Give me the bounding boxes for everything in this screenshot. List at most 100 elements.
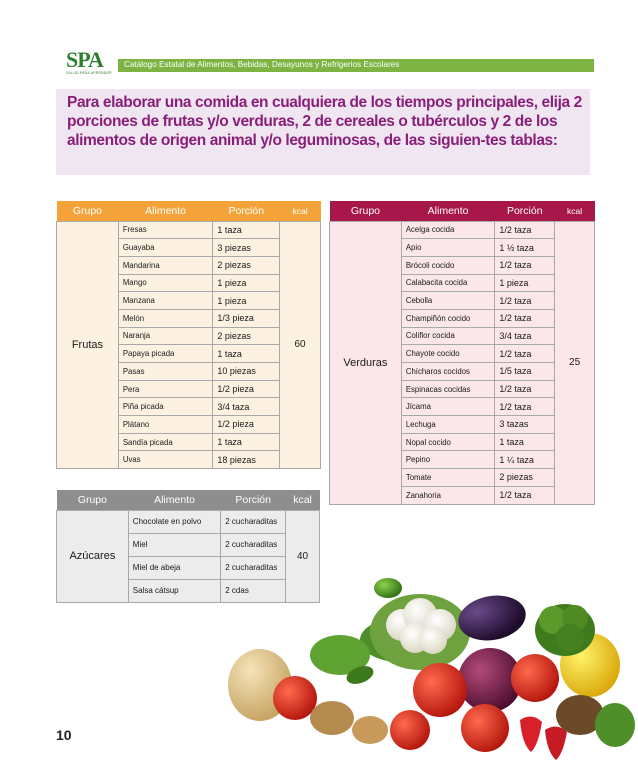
table-row: Sandía picada 1 taza <box>57 432 321 452</box>
portion-cell: 1 taza <box>212 220 281 240</box>
portion-cell: 2 cucharaditas <box>220 509 287 534</box>
table-row: Papaya picada 1 taza <box>57 344 321 363</box>
table-row: Cebolla 1/2 taza <box>330 291 595 310</box>
kcal-cell: 60 <box>279 220 321 470</box>
portion-cell: 3/4 taza <box>494 326 556 346</box>
table-row: Azúcares Chocolate en polvo 2 cucharaditas… <box>56 509 320 603</box>
food-cell: Sandía picada <box>117 432 214 452</box>
table-row: Miel 2 cucharaditas <box>57 532 320 557</box>
food-cell: Fresas <box>117 220 214 240</box>
food-cell: Naranja <box>117 326 214 346</box>
portion-cell: 2 cdas <box>220 578 287 603</box>
header-grupo: Grupo <box>56 490 129 510</box>
page-number: 10 <box>56 727 72 743</box>
vegetables-image <box>228 578 635 760</box>
portion-cell: 3 piezas <box>212 238 281 257</box>
header-kcal: kcal <box>285 490 320 510</box>
portion-cell: 1 pieza <box>212 273 281 293</box>
header-alimento: Alimento <box>118 201 213 221</box>
verduras-table: Grupo Alimento Porción kcal Verduras Acel… <box>329 201 595 505</box>
food-cell: Espinacas cocidas <box>400 379 496 399</box>
table-row: Guayaba 3 piezas <box>57 238 321 257</box>
table-row: Miel de abeja 2 cucharaditas <box>57 555 320 580</box>
portion-cell: 1/2 taza <box>494 485 556 505</box>
portion-cell: 1 taza <box>494 432 556 452</box>
food-cell: Mango <box>117 273 214 293</box>
portion-cell: 1 taza <box>212 344 281 363</box>
portion-cell: 10 piezas <box>212 362 281 381</box>
food-cell: Chícharos cocidos <box>400 362 496 381</box>
table-row: Chícharos cocidos 1/5 taza <box>330 362 595 381</box>
frutas-table: Grupo Alimento Porción kcal Frutas Fresas… <box>56 201 321 470</box>
vegetables-illustration <box>220 570 638 763</box>
food-cell: Zanahoria <box>400 485 496 505</box>
food-cell: Melón <box>117 308 214 328</box>
food-cell: Pasas <box>117 362 214 381</box>
portion-cell: 2 piezas <box>212 326 281 346</box>
portion-cell: 1/2 taza <box>494 255 556 275</box>
cauliflower-shape <box>370 594 470 670</box>
header-alimento: Alimento <box>128 490 221 510</box>
food-cell: Chayote cocido <box>400 344 496 363</box>
table-row: Nopal cocido 1 taza <box>330 432 595 452</box>
table-row: Piña picada 3/4 taza <box>57 397 321 417</box>
food-cell: Manzana <box>117 291 214 310</box>
portion-cell: 18 piezas <box>212 450 281 470</box>
food-cell: Calabacita cocida <box>400 273 496 293</box>
table-row: Naranja 2 piezas <box>57 326 321 346</box>
portion-cell: 3 tazas <box>494 415 556 434</box>
instruction-box: Para elaborar una comida en cualquiera d… <box>56 89 590 175</box>
food-cell: Miel <box>127 532 222 557</box>
food-cell: Chocolate en polvo <box>127 509 222 534</box>
food-cell: Tomate <box>400 468 496 487</box>
portion-cell: 1 pieza <box>212 291 281 310</box>
food-cell: Pepino <box>400 450 496 470</box>
food-cell: Apio <box>400 238 496 257</box>
portion-cell: 1/2 taza <box>494 344 556 363</box>
header-alimento: Alimento <box>401 201 495 221</box>
food-cell: Nopal cocido <box>400 432 496 452</box>
portion-cell: 1/2 taza <box>494 220 556 240</box>
kcal-cell: 25 <box>554 220 595 505</box>
portion-cell: 1 taza <box>212 432 281 452</box>
portion-cell: 1/2 taza <box>494 379 556 399</box>
portion-cell: 2 cucharaditas <box>220 555 287 580</box>
portion-cell: 2 piezas <box>212 255 281 275</box>
table-row: Uvas 18 piezas <box>57 450 321 470</box>
header-grupo: Grupo <box>56 201 119 221</box>
header-kcal: kcal <box>554 201 595 221</box>
food-cell: Pera <box>117 379 214 399</box>
header-porcion: Porción <box>212 201 280 221</box>
header-porcion: Porción <box>220 490 286 510</box>
food-cell: Plátano <box>117 415 214 434</box>
food-cell: Acelga cocida <box>400 220 496 240</box>
azucares-table: Grupo Alimento Porción kcal Azúcares Choc… <box>56 490 320 603</box>
portion-cell: 3/4 taza <box>212 397 281 417</box>
food-cell: Uvas <box>117 450 214 470</box>
food-cell: Miel de abeja <box>127 555 222 580</box>
header-kcal: kcal <box>279 201 321 221</box>
portion-cell: 1 ½ taza <box>494 238 556 257</box>
table-row: Melón 1/3 pieza <box>57 308 321 328</box>
table-row: Salsa cátsup 2 cdas <box>57 578 320 603</box>
header-grupo: Grupo <box>329 201 402 221</box>
table-row: Espinacas cocidas 1/2 taza <box>330 379 595 399</box>
food-cell: Guayaba <box>117 238 214 257</box>
portion-cell: 1/3 pieza <box>212 308 281 328</box>
portion-cell: 1/5 taza <box>494 362 556 381</box>
portion-cell: 2 cucharaditas <box>220 532 287 557</box>
portion-cell: 1/2 pieza <box>212 379 281 399</box>
table-row: Verduras Acelga cocida 1/2 taza 25 <box>329 220 595 505</box>
table-row: Plátano 1/2 pieza <box>57 415 321 434</box>
food-cell: Piña picada <box>117 397 214 417</box>
table-row: Jícama 1/2 taza <box>330 397 595 417</box>
azucares-header-row: Grupo Alimento Porción kcal <box>56 490 320 510</box>
portion-cell: 1 pieza <box>494 273 556 293</box>
frutas-header-row: Grupo Alimento Porción kcal <box>56 201 321 221</box>
portion-cell: 2 piezas <box>494 468 556 487</box>
portion-cell: 1/2 taza <box>494 397 556 417</box>
instruction-text: Para elaborar una comida en cualquiera d… <box>67 94 582 149</box>
portion-cell: 1 ¼ taza <box>494 450 556 470</box>
food-cell: Champiñón cocido <box>400 308 496 328</box>
verduras-header-row: Grupo Alimento Porción kcal <box>329 201 595 221</box>
